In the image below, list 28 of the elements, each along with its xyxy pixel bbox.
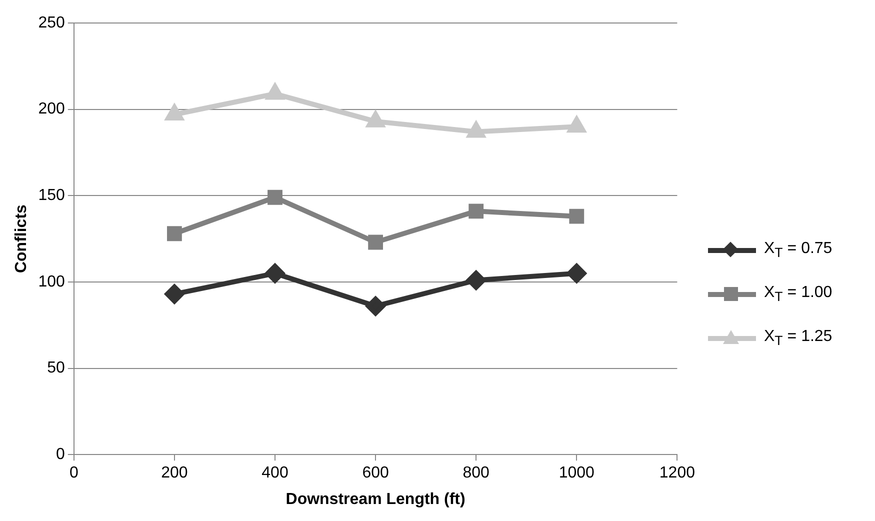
x-axis-title: Downstream Length (ft) <box>286 490 466 508</box>
y-tick-label: 50 <box>47 360 65 377</box>
point <box>266 264 284 283</box>
legend-label: X$_{T}$ = 0.75 <box>764 240 832 260</box>
x-tick-label: 200 <box>161 464 188 482</box>
point <box>164 284 184 304</box>
x-tick-label: 400 <box>262 464 288 482</box>
x-tick-label: 600 <box>362 464 389 482</box>
point <box>368 234 383 250</box>
x-tick-label: 1200 <box>659 464 696 482</box>
x-tick-label: 1000 <box>558 464 595 482</box>
y-tick-label: 150 <box>38 187 65 204</box>
x-tick-label: 0 <box>69 464 78 482</box>
y-tick-label: 250 <box>38 14 65 32</box>
y-tick-label: 200 <box>38 100 65 118</box>
x-tick-label: 800 <box>462 464 490 482</box>
legend-label: X$_{T}$ = 1.00 <box>764 284 832 304</box>
point <box>366 296 386 316</box>
point <box>567 264 586 283</box>
point <box>468 204 484 219</box>
y-tick-label: 100 <box>38 273 65 290</box>
point <box>268 190 282 205</box>
point <box>569 208 584 224</box>
y-axis-title: Conflicts <box>13 204 30 274</box>
legend-label: X$_{T}$ = 1.25 <box>764 328 832 348</box>
y-tick-label: 0 <box>56 446 65 464</box>
point <box>166 226 182 242</box>
point <box>466 270 486 290</box>
